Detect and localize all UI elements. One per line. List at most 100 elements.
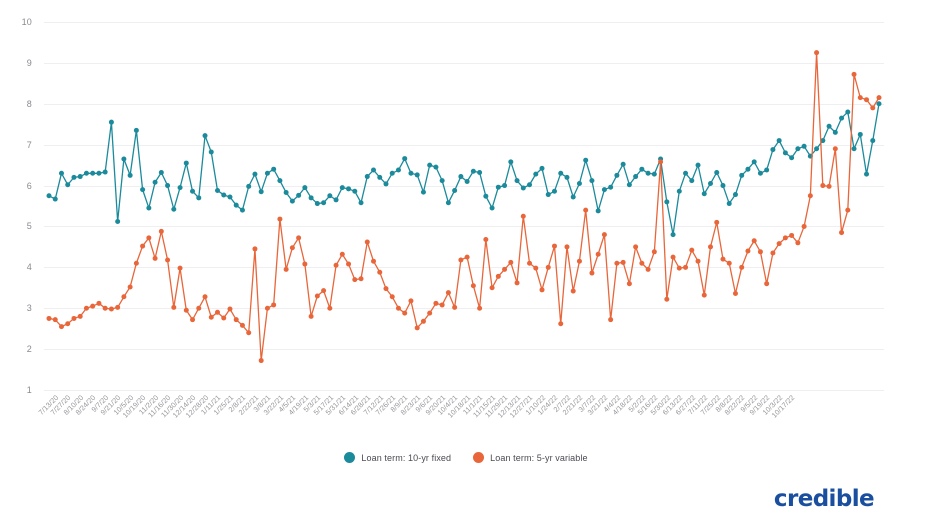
data-point[interactable] <box>458 257 464 263</box>
data-point[interactable] <box>46 315 52 321</box>
data-point[interactable] <box>795 240 801 246</box>
data-point[interactable] <box>689 178 695 184</box>
data-point[interactable] <box>327 305 333 311</box>
data-point[interactable] <box>589 178 595 184</box>
data-point[interactable] <box>140 187 146 193</box>
data-point[interactable] <box>296 192 302 198</box>
data-point[interactable] <box>433 164 439 170</box>
data-point[interactable] <box>296 235 302 241</box>
data-point[interactable] <box>645 170 651 176</box>
data-point[interactable] <box>483 193 489 199</box>
data-point[interactable] <box>277 178 283 184</box>
data-point[interactable] <box>876 101 882 107</box>
data-point[interactable] <box>177 265 183 271</box>
data-point[interactable] <box>427 310 433 316</box>
data-point[interactable] <box>608 184 614 190</box>
data-point[interactable] <box>77 313 83 319</box>
data-point[interactable] <box>527 260 533 266</box>
data-point[interactable] <box>757 249 763 255</box>
data-point[interactable] <box>633 244 639 250</box>
data-point[interactable] <box>239 207 245 213</box>
data-point[interactable] <box>314 201 320 207</box>
data-point[interactable] <box>96 300 102 306</box>
data-point[interactable] <box>208 149 214 155</box>
data-point[interactable] <box>764 167 770 173</box>
data-point[interactable] <box>745 248 751 254</box>
data-point[interactable] <box>252 171 258 177</box>
data-point[interactable] <box>264 305 270 311</box>
data-point[interactable] <box>346 186 352 192</box>
data-point[interactable] <box>221 315 227 321</box>
data-point[interactable] <box>595 208 601 214</box>
data-point[interactable] <box>171 206 177 212</box>
data-point[interactable] <box>65 321 71 327</box>
data-point[interactable] <box>196 305 202 311</box>
data-point[interactable] <box>302 185 308 191</box>
data-point[interactable] <box>876 95 882 101</box>
data-point[interactable] <box>190 188 196 194</box>
data-point[interactable] <box>664 296 670 302</box>
data-point[interactable] <box>389 170 395 176</box>
data-point[interactable] <box>776 241 782 247</box>
data-point[interactable] <box>839 230 845 236</box>
data-point[interactable] <box>90 303 96 309</box>
data-point[interactable] <box>583 157 589 163</box>
data-point[interactable] <box>58 170 64 176</box>
data-point[interactable] <box>108 119 114 125</box>
data-point[interactable] <box>639 166 645 172</box>
data-point[interactable] <box>726 260 732 266</box>
data-point[interactable] <box>452 187 458 193</box>
data-point[interactable] <box>708 244 713 250</box>
data-point[interactable] <box>470 168 476 174</box>
data-point[interactable] <box>420 189 426 195</box>
data-point[interactable] <box>658 159 664 165</box>
data-point[interactable] <box>764 281 770 287</box>
data-point[interactable] <box>570 288 576 294</box>
data-point[interactable] <box>52 317 58 323</box>
data-point[interactable] <box>246 330 252 336</box>
data-point[interactable] <box>171 304 177 310</box>
data-point[interactable] <box>221 192 227 198</box>
data-point[interactable] <box>826 183 832 189</box>
data-point[interactable] <box>258 358 264 364</box>
data-point[interactable] <box>539 165 545 171</box>
data-point[interactable] <box>402 310 408 316</box>
data-point[interactable] <box>165 257 171 263</box>
data-point[interactable] <box>564 174 570 180</box>
data-point[interactable] <box>215 187 220 193</box>
data-point[interactable] <box>121 156 127 162</box>
data-point[interactable] <box>227 194 233 200</box>
data-point[interactable] <box>832 129 838 135</box>
data-point[interactable] <box>402 156 408 162</box>
data-point[interactable] <box>65 182 71 188</box>
data-point[interactable] <box>745 166 751 172</box>
data-point[interactable] <box>864 171 870 177</box>
data-point[interactable] <box>358 200 364 206</box>
data-point[interactable] <box>514 178 520 184</box>
data-point[interactable] <box>714 219 720 225</box>
data-point[interactable] <box>308 195 314 201</box>
data-point[interactable] <box>739 172 745 178</box>
data-point[interactable] <box>202 133 208 139</box>
data-point[interactable] <box>614 172 620 178</box>
data-point[interactable] <box>127 284 133 290</box>
data-point[interactable] <box>333 197 339 203</box>
data-point[interactable] <box>233 202 239 208</box>
data-point[interactable] <box>140 243 146 249</box>
data-point[interactable] <box>726 201 732 207</box>
data-point[interactable] <box>339 185 345 191</box>
data-point[interactable] <box>801 223 807 229</box>
data-point[interactable] <box>701 292 707 298</box>
data-point[interactable] <box>770 250 776 256</box>
data-point[interactable] <box>383 181 389 187</box>
data-point[interactable] <box>427 162 433 168</box>
data-point[interactable] <box>352 188 358 194</box>
data-point[interactable] <box>520 185 526 191</box>
data-point[interactable] <box>146 205 152 211</box>
data-point[interactable] <box>714 169 720 175</box>
data-point[interactable] <box>551 243 557 249</box>
data-point[interactable] <box>558 170 564 176</box>
data-point[interactable] <box>608 317 614 323</box>
data-point[interactable] <box>458 174 464 180</box>
data-point[interactable] <box>651 249 657 255</box>
